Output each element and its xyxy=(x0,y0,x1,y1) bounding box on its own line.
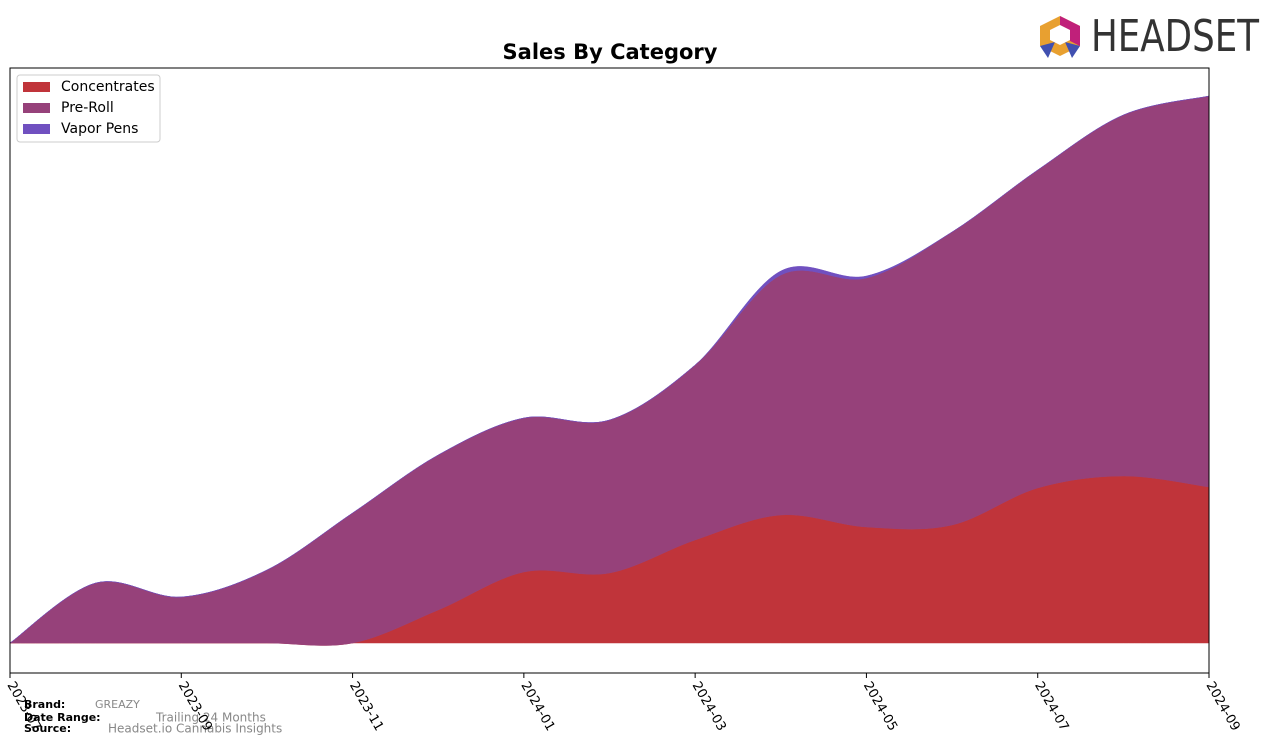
legend: Concentrates Pre-Roll Vapor Pens xyxy=(16,74,161,143)
plot-frame xyxy=(9,67,1210,674)
footer-label: Date Range: xyxy=(24,711,101,724)
x-tick-label: 2024-01 xyxy=(517,679,557,734)
footer-value: GREAZY xyxy=(95,698,140,711)
plot xyxy=(9,95,1210,646)
legend-box xyxy=(16,74,161,143)
x-tick-label: 2024-05 xyxy=(860,679,900,734)
logo-icon xyxy=(1050,25,1070,45)
legend-label: Pre-Roll xyxy=(61,100,114,116)
logo: HEADSET xyxy=(1040,11,1259,62)
legend-label: Concentrates xyxy=(61,79,155,95)
legend-swatch xyxy=(23,82,50,92)
x-tick-label: 2024-07 xyxy=(1031,679,1071,734)
logo-icon xyxy=(1065,42,1080,58)
footer-value: Trailing 24 Months xyxy=(155,711,266,725)
logo-text: HEADSET xyxy=(1091,11,1259,62)
chart-title: Sales By Category xyxy=(503,40,718,64)
legend-swatch xyxy=(23,124,50,134)
legend-label: Vapor Pens xyxy=(61,121,138,137)
footer-label: Brand: xyxy=(24,698,65,711)
x-tick-label: 2023-11 xyxy=(346,679,386,734)
legend-swatch xyxy=(23,103,50,113)
footer-value: Headset.io Cannabis Insights xyxy=(108,722,282,736)
footer-label: Source: xyxy=(24,722,71,735)
x-tick-label: 2024-09 xyxy=(1203,679,1243,734)
x-tick-label: 2024-03 xyxy=(689,679,729,734)
logo-icon xyxy=(1040,42,1055,58)
